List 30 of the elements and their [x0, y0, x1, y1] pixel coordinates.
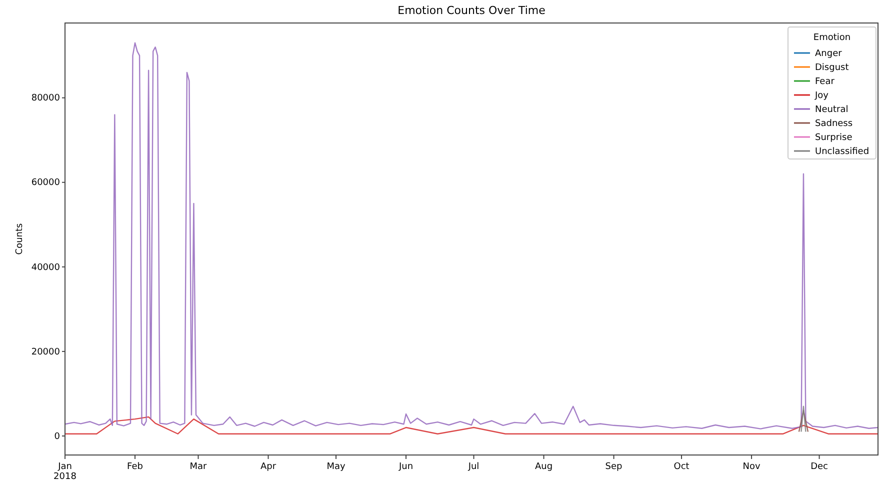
y-tick-label: 80000	[31, 94, 60, 104]
x-tick-label: Dec	[810, 462, 828, 472]
legend-label: Surprise	[815, 132, 853, 143]
legend-label: Neutral	[815, 104, 848, 115]
y-tick-label: 40000	[31, 262, 60, 273]
x-tick-label: Jul	[467, 462, 480, 472]
legend-label: Joy	[814, 90, 830, 101]
x-tick-label: Jan 2018	[54, 462, 77, 482]
legend-label: Anger	[815, 48, 842, 59]
x-tick-label: Jun	[398, 462, 414, 472]
x-tick-label: Nov	[742, 462, 761, 472]
y-axis-title: Counts	[15, 222, 25, 255]
y-tick-label: 60000	[31, 178, 60, 188]
x-tick-label: Aug	[534, 462, 553, 472]
line-series	[64, 416, 879, 434]
y-tick-label: 20000	[31, 347, 60, 358]
x-tick-label: Mar	[190, 462, 208, 472]
x-tick-label: Feb	[127, 462, 144, 472]
x-tick-label: Apr	[260, 462, 276, 472]
line-series	[64, 42, 879, 430]
x-tick-label: Oct	[674, 462, 690, 472]
y-tick-label: 0	[54, 432, 60, 442]
legend-label: Sadness	[815, 118, 853, 129]
legend-label: Disgust	[815, 62, 850, 73]
chart-title: Emotion Counts Over Time	[398, 4, 546, 17]
x-tick-label: May	[326, 462, 346, 472]
legend-title: Emotion	[813, 33, 851, 43]
legend-label: Unclassified	[815, 146, 870, 157]
x-tick-label: Sep	[605, 462, 623, 472]
legend-label: Fear	[815, 76, 835, 87]
